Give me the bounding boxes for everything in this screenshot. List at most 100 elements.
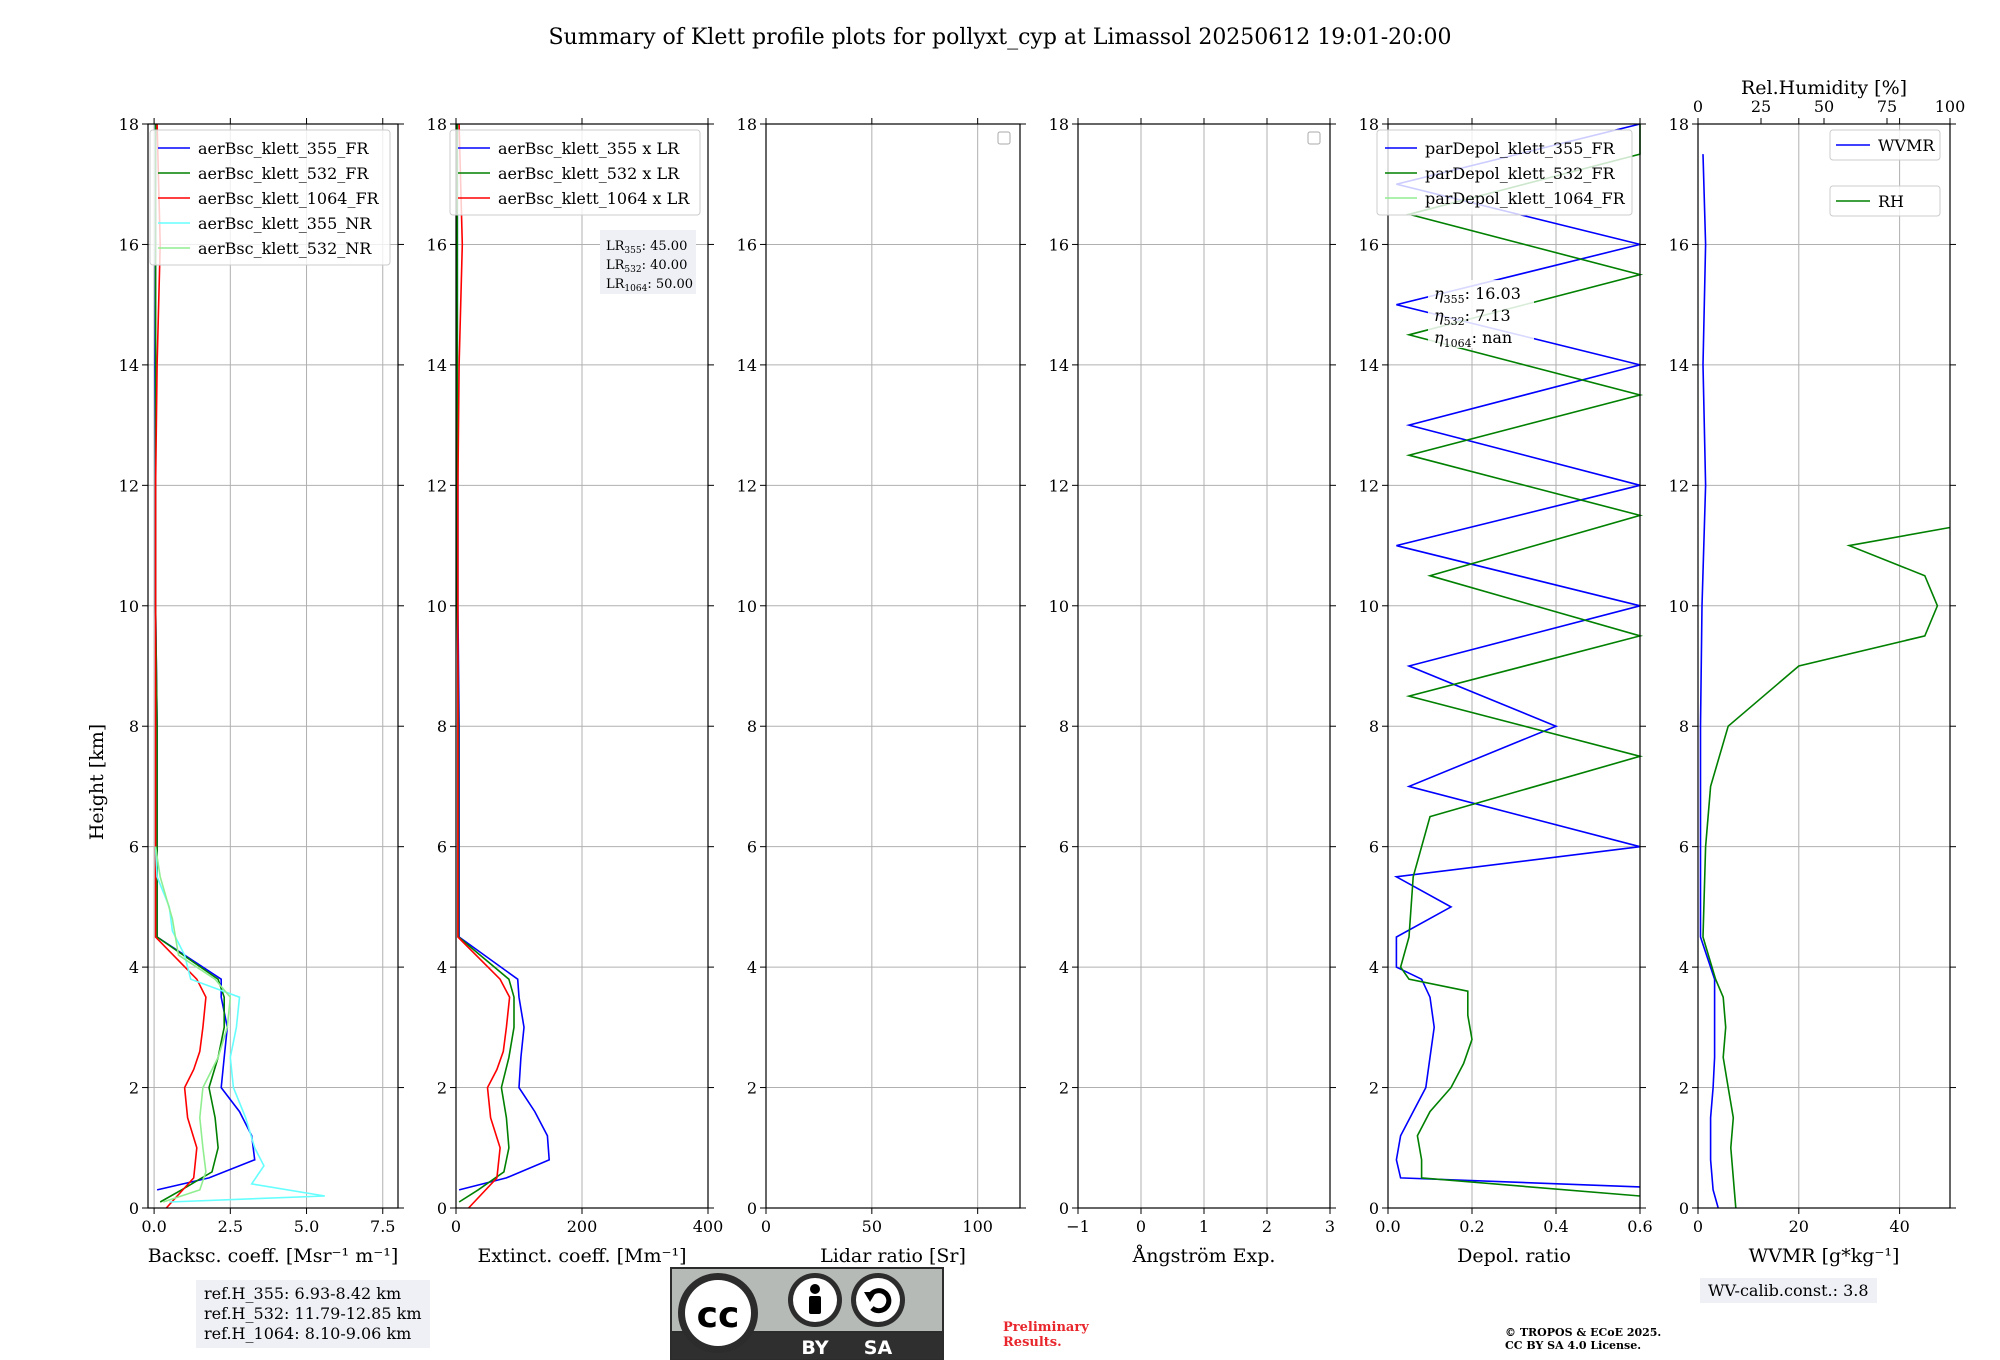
y-tick-label: 8 [747,717,757,736]
legend-entry: aerBsc_klett_355_NR [198,214,372,233]
x-axis-label: Lidar ratio [Sr] [820,1245,966,1267]
x-axis-label: Extinct. coeff. [Mm⁻¹] [477,1245,686,1267]
y-tick-label: 18 [737,115,757,134]
y-axis-label: Height [km] [86,724,108,840]
legend-entry: RH [1878,192,1904,211]
x-tick-label: 400 [693,1217,724,1236]
legend-entry: parDepol_klett_532_FR [1425,164,1616,183]
x-tick-label: 2.5 [218,1217,243,1236]
y-tick-label: 18 [1669,115,1689,134]
copyright-line-2: CC BY SA 4.0 License. [1505,1339,1642,1352]
lr-label: LR532: 40.00 [606,258,687,275]
series-line-3 [457,123,511,1209]
y-tick-label: 6 [129,838,139,857]
legend-entry: aerBsc_klett_1064 x LR [498,189,690,208]
legend-box: WVMR [1829,129,1941,161]
grid [1697,123,1950,1209]
legend-frame [1829,129,1941,161]
grid [148,123,398,1209]
y-tick-label: 2 [1679,1079,1689,1098]
series-group [456,123,551,1209]
y-tick-label: 16 [119,235,139,254]
axes-frame [765,123,1021,1209]
axes-frame [147,123,399,1209]
y-tick-label: 4 [1679,958,1689,977]
y-tick-label: 12 [427,476,447,495]
series-line-2 [1702,526,1951,1209]
y-tick-label: 16 [737,235,757,254]
grid [1077,123,1331,1209]
lr-label: LR1064: 50.00 [606,277,693,294]
y-tick-label: 12 [1669,476,1689,495]
badge-by-text: BY [801,1337,828,1359]
series-line-5 [154,846,232,1203]
series-group [1699,154,1951,1209]
y-tick-label: 0 [1679,1199,1689,1218]
legend-entry: WVMR [1878,136,1935,155]
eta-label: η1064: nan [1434,328,1512,350]
x-tick-label: 0.2 [1459,1217,1484,1236]
legend-box: parDepol_klett_355_FR parDepol_klett_532_… [1376,129,1633,216]
x-tick-label: 2 [1262,1217,1272,1236]
x-tick-label: 0.6 [1627,1217,1652,1236]
y-tick-label: 0 [129,1199,139,1218]
x-tick-label: 0 [451,1217,461,1236]
y-tick-label: 0 [747,1199,757,1218]
x-tick-label: 20 [1789,1217,1809,1236]
series-line-1 [1699,154,1719,1209]
y-tick-label: 4 [129,958,139,977]
y-tick-label: 2 [129,1079,139,1098]
y-tick-label: 14 [1049,356,1069,375]
x-tick-label: 0 [1693,1217,1703,1236]
panel-3: 0 2 4 6 8 10 12 14 16 18 0 50 100 Lidar ratio [Sr] [737,115,1026,1267]
series-group [1393,123,1644,1197]
x-tick-label: 0.4 [1543,1217,1568,1236]
y-tick-label: 18 [1359,115,1379,134]
preliminary-note: Preliminary Results. [1003,1320,1089,1350]
cc-icon: cc [678,1273,758,1353]
wv-calibration-box: WV-calib.const.: 3.8 [1700,1278,1877,1303]
by-attribution-icon [788,1273,842,1327]
axes-frame [1697,123,1951,1209]
y-tick-label: 14 [119,356,139,375]
ref-h-1064: ref.H_1064: 8.10-9.06 km [204,1324,412,1343]
reference-height-box: ref.H_355: 6.93-8.42 km ref.H_532: 11.79… [196,1280,430,1348]
x-axis-label: Depol. ratio [1457,1245,1571,1267]
y-tick-label: 14 [1359,356,1379,375]
y-tick-label: 2 [1059,1079,1069,1098]
x-tick-label: 0.0 [1375,1217,1400,1236]
y-tick-label: 8 [129,717,139,736]
y-tick-label: 4 [1059,958,1069,977]
legend-frame [449,129,701,216]
x-tick-label: 1 [1199,1217,1209,1236]
empty-legend-box [997,131,1011,145]
y-tick-label: 10 [1669,597,1689,616]
x-tick-label: 3 [1325,1217,1335,1236]
legend-frame [1376,129,1633,216]
y-tick-label: 10 [737,597,757,616]
ref-h-532: ref.H_532: 11.79-12.85 km [204,1304,422,1323]
legend-entry: aerBsc_klett_532 x LR [498,164,680,183]
legend-frame [1829,185,1941,217]
y-tick-label: 8 [1679,717,1689,736]
empty-legend-box [1307,131,1321,145]
x-tick-label: 0 [761,1217,771,1236]
y-tick-label: 0 [1059,1199,1069,1218]
y-tick-label: 16 [1669,235,1689,254]
ref-h-355: ref.H_355: 6.93-8.42 km [204,1284,402,1303]
series-line-1 [456,124,551,1191]
legend-entry: aerBsc_klett_532_FR [198,164,369,183]
y-tick-label: 2 [747,1079,757,1098]
y-tick-label: 14 [427,356,447,375]
y-tick-label: 6 [437,838,447,857]
legend-box: aerBsc_klett_355_FR aerBsc_klett_532_FRae… [149,129,391,266]
panel-1: 0 2 4 6 8 10 12 14 16 18 0.0 2.5 5.0 7.5 Backsc. coeff… [119,115,404,1267]
sa-sharealike-icon [851,1273,905,1327]
legend-entry: aerBsc_klett_532_NR [198,239,372,258]
eta-label: η355: 16.03 [1434,284,1521,306]
cc-license-badge: cc BY SA [670,1267,944,1360]
